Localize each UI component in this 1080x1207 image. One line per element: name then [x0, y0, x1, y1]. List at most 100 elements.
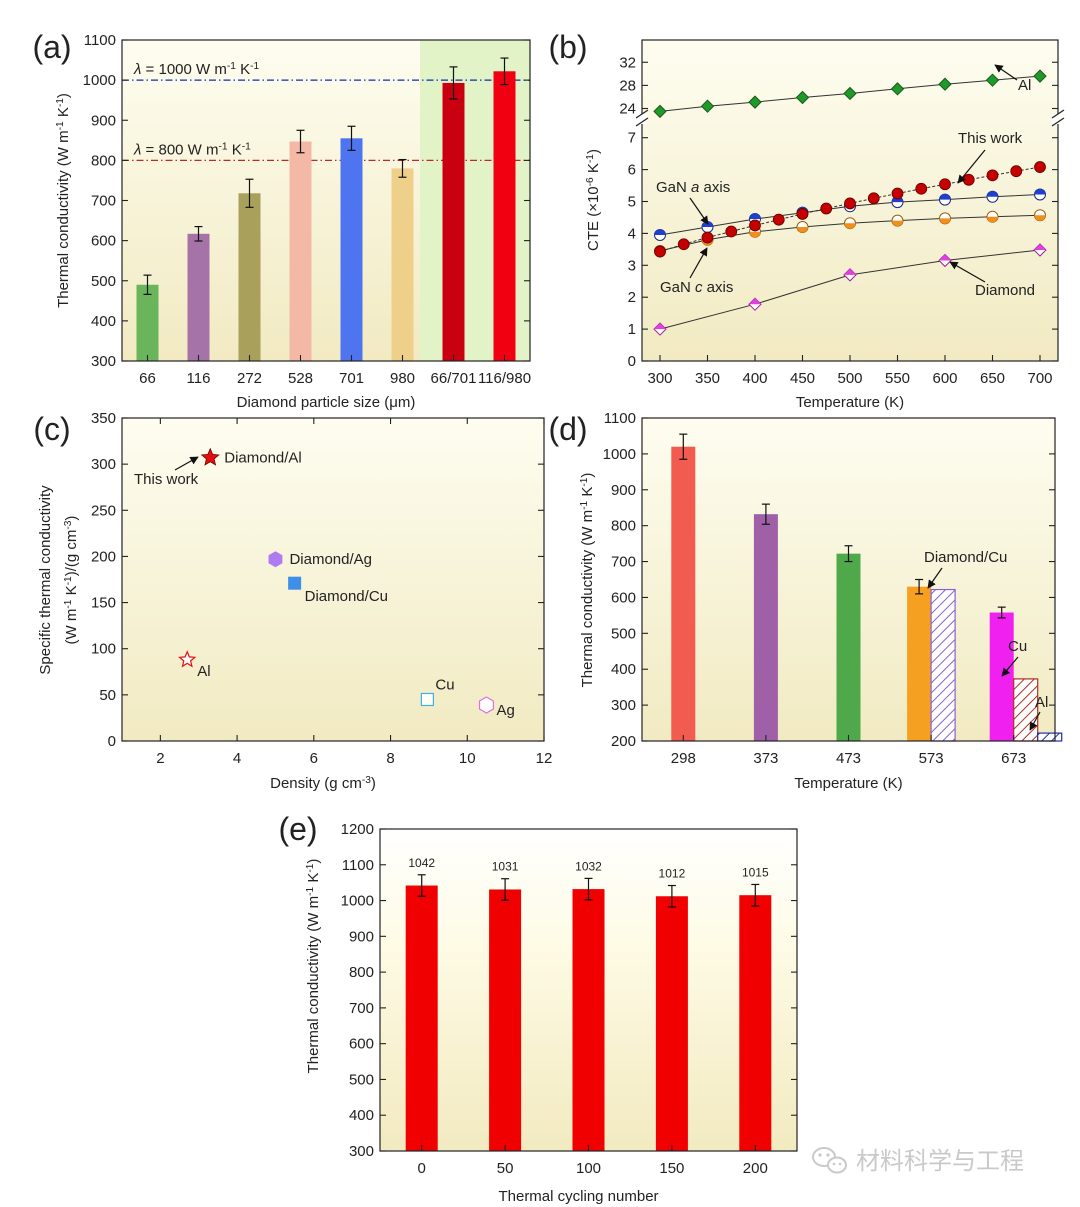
series-this-work-point	[915, 182, 928, 195]
panel-a-ytick-label: 1000	[83, 72, 116, 89]
panel-a-xtick-label: 528	[288, 370, 313, 387]
data-label-cycle-100: 1032	[575, 859, 602, 873]
panel-a-xtick-label: 116	[187, 370, 211, 387]
bar-66	[136, 284, 159, 361]
annotation-gan-c: GaN c axis	[660, 279, 733, 296]
series-this-work-point	[820, 202, 833, 215]
annotation-diamond-cu-arrow	[927, 567, 943, 589]
panel-c-xtick-label: 2	[156, 750, 164, 767]
panel-e-xtick-label: 100	[576, 1160, 601, 1177]
annotation-cu: Cu	[1008, 638, 1027, 655]
panel-e-ytick-label: 1000	[341, 893, 374, 910]
panel-a-ylabel: Thermal conductivity (W m-1 K-1)	[55, 93, 73, 308]
panel-b-xtick-label: 450	[790, 370, 815, 387]
panel-d-ylabel: Thermal conductivity (W m-1 K-1)	[579, 473, 597, 688]
panel-a-ytick-label: 600	[91, 233, 116, 250]
series-this-work-point	[1034, 161, 1046, 173]
panel-c-ytick-label: 250	[91, 502, 116, 519]
reference-line-label-800: λ = 800 W m-1 K-1	[133, 141, 251, 159]
panel-b-break-mark	[635, 109, 649, 119]
panel-b-xtick-label: 650	[980, 370, 1005, 387]
series-al-point	[1033, 69, 1047, 83]
panel-e-xtick-label: 150	[659, 1160, 684, 1177]
series-this-work-point	[749, 219, 761, 232]
series-al-point	[890, 82, 905, 96]
panel-d-ytick-label: 1100	[604, 410, 636, 427]
annotation-diamond-arrow	[949, 261, 986, 283]
panel-b: 0 1 2 3 4 5 6 7 24 28 32 300 350 400 450 500 550 600 650 70…	[548, 29, 1065, 411]
series-this-work-point	[986, 169, 999, 182]
series-gan-a-point-fill	[939, 194, 951, 200]
series-this-work-point	[939, 178, 951, 191]
annotation-this-work-arrow	[957, 149, 986, 184]
bar-this-work-473	[836, 553, 861, 741]
panel-d-label: (d)	[548, 411, 587, 447]
series-this-work-point	[772, 213, 785, 226]
panel-b-break-mark	[1051, 117, 1065, 127]
series-gan-a-point-fill	[1034, 188, 1046, 195]
panel-d-ytick-label: 400	[611, 661, 636, 678]
panel-d-ytick-label: 500	[611, 625, 636, 642]
panel-b-ytick-label: 5	[628, 194, 636, 211]
point-cu	[420, 692, 434, 707]
annotation-al: Al	[1035, 694, 1048, 711]
panel-a-ytick-label: 1100	[84, 32, 116, 49]
series-diamond-point-fill	[844, 268, 856, 275]
panel-d-ytick-label: 700	[611, 554, 636, 571]
annotation-cu-arrow	[1001, 656, 1019, 677]
point-cu-label: Cu	[435, 676, 454, 693]
panel-c-xtick-label: 4	[233, 750, 241, 767]
panel-e-ytick-label: 900	[349, 928, 374, 945]
panel-b-xlabel: Temperature (K)	[796, 394, 904, 411]
panel-b-xtick-label: 300	[647, 370, 672, 387]
reference-line-label-1000: λ = 1000 W m-1 K-1	[133, 61, 259, 79]
panel-b-xtick-label: 700	[1027, 370, 1052, 387]
panel-d-ytick-label: 900	[611, 482, 636, 499]
panel-a-ytick-label: 300	[91, 353, 116, 370]
series-gan-c-point-fill	[844, 223, 856, 229]
point-ag	[478, 696, 494, 714]
panel-e-ytick-label: 1100	[342, 857, 374, 874]
panel-e-xtick-label: 200	[743, 1160, 768, 1177]
panel-b-xtick-label: 500	[837, 370, 862, 387]
panel-a-xtick-label: 701	[339, 370, 364, 387]
panel-a-xlabel: Diamond particle size (μm)	[237, 394, 416, 411]
panel-c-xtick-label: 10	[459, 750, 476, 767]
series-al-point	[748, 95, 762, 109]
annotation-diamond: Diamond	[975, 282, 1035, 299]
panel-c-xlabel: Density (g cm-3)	[270, 775, 376, 793]
bar-cycle-0	[405, 885, 438, 1151]
panel-c-background	[122, 418, 544, 741]
panel-d-ytick-label: 800	[611, 518, 636, 535]
series-this-work-point	[701, 231, 714, 244]
bar-980	[391, 168, 414, 361]
panel-b-xtick-label: 550	[885, 370, 910, 387]
panel-e-ytick-label: 1200	[341, 821, 374, 838]
panel-d-xtick-label: 573	[919, 750, 944, 767]
series-al-point	[700, 99, 715, 113]
panel-b-upper-ytick-label: 24	[619, 101, 636, 118]
bar-this-work-573	[907, 586, 932, 741]
panel-c-xtick-label: 12	[536, 750, 553, 767]
point-diamond-cu	[288, 576, 302, 590]
point-diamond-al-label: Diamond/Al	[224, 450, 302, 467]
series-this-work-point	[1010, 165, 1023, 178]
panel-d-xtick-label: 473	[836, 750, 861, 767]
panel-c-frame	[121, 417, 545, 742]
series-this-work-point	[796, 208, 809, 220]
panel-b-upper-ytick-label: 28	[619, 77, 636, 94]
panel-e-ytick-label: 400	[349, 1107, 374, 1124]
panel-b-ytick-label: 1	[628, 321, 636, 338]
bar-cycle-100	[572, 889, 605, 1151]
series-diamond-point-fill	[1034, 243, 1046, 250]
annotation-this-work: This work	[134, 471, 199, 488]
bar-diamond-cu-573	[930, 588, 956, 742]
annotation-this-work-arrow	[174, 456, 199, 471]
panel-a: λ = 1000 W m-1 K-1 λ = 800 W m-1 K-1 66 116…	[32, 29, 531, 411]
panel-e-ytick-label: 300	[349, 1143, 374, 1160]
panel-d-xtick-label: 373	[753, 750, 778, 767]
panel-c-label: (c)	[33, 411, 70, 447]
panel-d-xtick-label: 673	[1001, 750, 1026, 767]
panel-a-xtick-label: 272	[237, 370, 262, 387]
